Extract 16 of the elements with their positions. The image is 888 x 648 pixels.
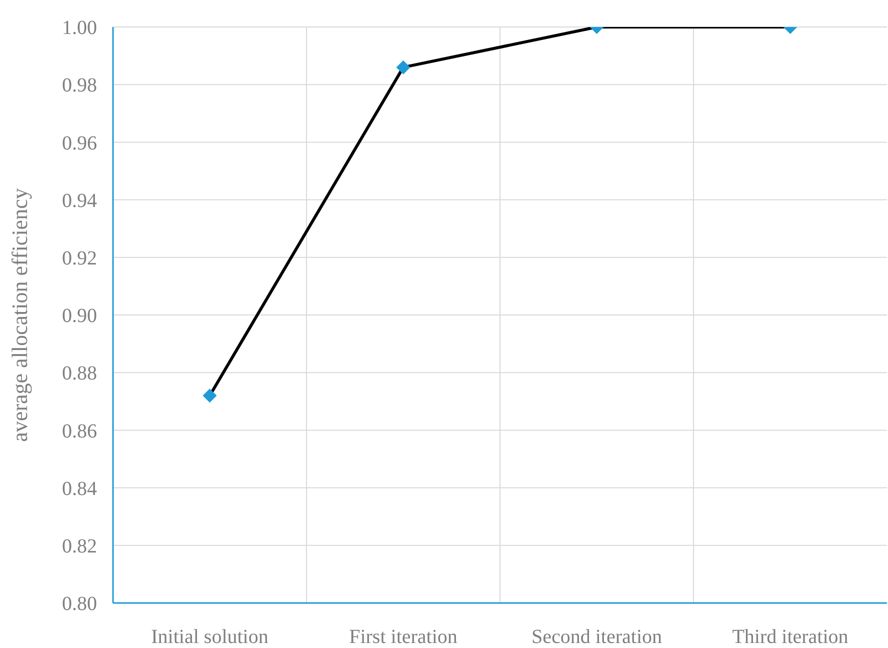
x-tick-label: First iteration (349, 626, 458, 648)
y-tick-label: 1.00 (62, 17, 97, 40)
y-tick-label: 0.92 (62, 248, 97, 270)
x-tick-label: Second iteration (531, 626, 662, 648)
y-axis-title: average allocation efficiency (7, 188, 32, 442)
y-tick-label: 0.98 (62, 74, 97, 97)
x-tick-label: Initial solution (151, 626, 268, 648)
y-tick-label: 0.82 (62, 536, 97, 558)
y-tick-label: 0.84 (62, 478, 97, 500)
y-tick-label: 0.90 (62, 305, 97, 328)
x-tick-label: Third iteration (732, 626, 848, 648)
y-tick-label: 0.96 (62, 132, 97, 154)
y-tick-label: 0.86 (62, 420, 97, 442)
y-tick-label: 0.94 (62, 190, 97, 212)
y-tick-label: 0.80 (62, 593, 97, 616)
y-tick-label: 0.88 (62, 362, 97, 385)
